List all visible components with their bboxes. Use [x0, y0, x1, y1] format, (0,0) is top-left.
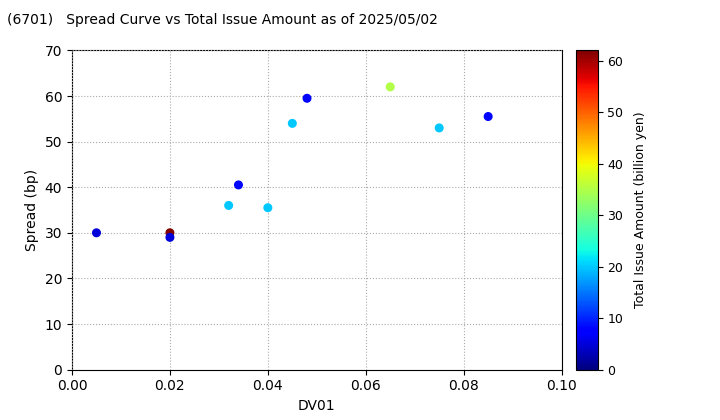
Point: [233, 181, 244, 188]
Point: [91, 229, 102, 236]
Point: [482, 113, 494, 120]
Point: [287, 120, 298, 127]
Text: (6701)   Spread Curve vs Total Issue Amount as of 2025/05/02: (6701) Spread Curve vs Total Issue Amoun…: [7, 13, 438, 26]
Y-axis label: Spread (bp): Spread (bp): [25, 169, 39, 251]
Point: [433, 125, 445, 131]
Point: [164, 234, 176, 241]
Point: [223, 202, 235, 209]
Point: [384, 84, 396, 90]
Point: [164, 229, 176, 236]
Y-axis label: Total Issue Amount (billion yen): Total Issue Amount (billion yen): [634, 112, 647, 308]
X-axis label: DV01: DV01: [298, 399, 336, 413]
Point: [301, 95, 312, 102]
Point: [262, 205, 274, 211]
